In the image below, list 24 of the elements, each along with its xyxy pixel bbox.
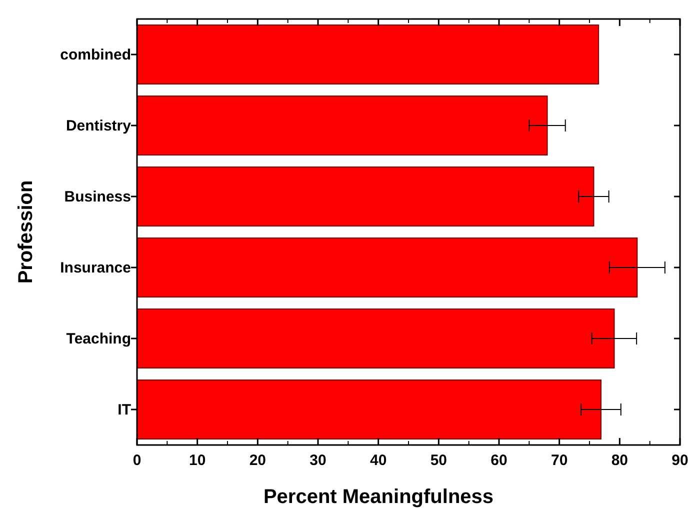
x-tick-label: 20 [249,452,266,469]
bar [136,238,638,298]
bar [136,380,602,440]
x-tick-label: 60 [490,452,508,469]
bar [136,166,594,226]
x-axis-title: Percent Meaningfulness [263,486,494,508]
x-tick-label: 10 [188,452,206,469]
y-axis-title: Profession [15,180,37,284]
x-tick-label: 90 [672,452,688,469]
x-tick-label: 70 [550,452,568,469]
x-tick-label: 50 [430,452,448,469]
x-tick-label: 30 [310,452,326,469]
bar [136,24,600,84]
x-tick-label: 40 [370,452,387,469]
y-tick-label: Dentistry [66,118,132,134]
y-tick-label: Business [64,188,131,206]
y-tick-label: Teaching [66,330,131,348]
y-tick-label: Insurance [60,260,131,276]
y-tick-label: IT [118,402,131,418]
x-tick-label: 0 [132,452,142,469]
y-tick-label: combined [60,46,131,64]
x-tick-label: 80 [611,452,628,469]
bar [136,96,548,156]
bar [136,308,615,368]
